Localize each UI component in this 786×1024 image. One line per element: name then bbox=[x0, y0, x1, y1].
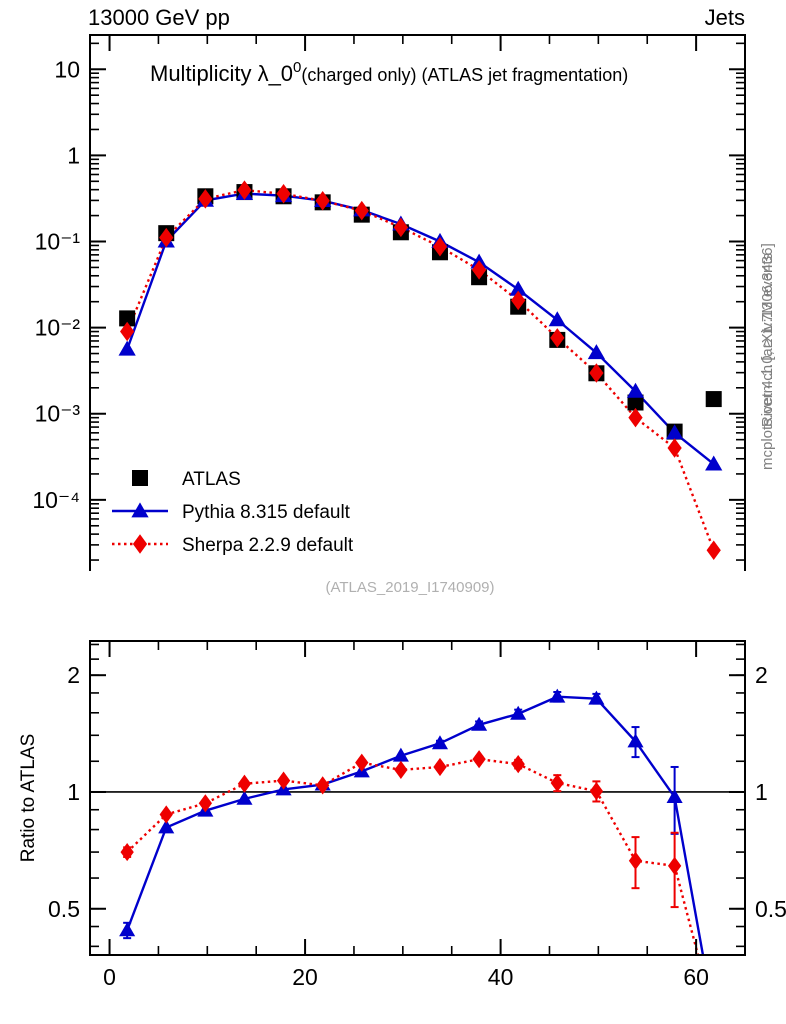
diamond-marker bbox=[132, 534, 148, 554]
diamond-marker bbox=[628, 407, 643, 428]
diamond-marker bbox=[433, 757, 447, 777]
diamond-marker bbox=[316, 776, 330, 795]
diamond-marker bbox=[432, 236, 448, 257]
triangle-marker bbox=[665, 424, 684, 440]
ratio-y-tick-label: 1 bbox=[67, 779, 80, 805]
main-data-series bbox=[118, 180, 723, 560]
diamond-marker bbox=[628, 851, 643, 870]
diamond-marker bbox=[667, 856, 682, 875]
diamond-marker bbox=[159, 805, 173, 824]
square-marker bbox=[627, 394, 644, 411]
triangle-marker bbox=[119, 922, 136, 937]
triangle-marker bbox=[549, 688, 566, 703]
diamond-marker bbox=[471, 260, 487, 280]
y-tick-label: 10⁻³ bbox=[35, 401, 81, 427]
diamond-marker bbox=[511, 754, 525, 774]
ratio-axis-ticks: 2 2 1 1 0.5 0.5 bbox=[48, 643, 786, 948]
ratio-clip-bottom bbox=[0, 956, 786, 1024]
x-tick-label: 20 bbox=[292, 964, 318, 990]
series-line-diamond bbox=[126, 188, 715, 551]
triangle-marker bbox=[548, 311, 566, 327]
square-marker bbox=[119, 310, 136, 327]
y-tick-label: 10⁻¹ bbox=[35, 229, 81, 255]
triangle-marker bbox=[118, 340, 136, 356]
y-tick-label: 10⁻² bbox=[35, 315, 81, 341]
legend-label: ATLAS bbox=[182, 469, 241, 490]
ratio-panel-frame bbox=[89, 640, 746, 956]
diamond-marker bbox=[159, 227, 174, 248]
ratio-y-axis-label: Ratio to ATLAS bbox=[18, 734, 39, 863]
diamond-marker bbox=[120, 321, 135, 342]
triangle-marker bbox=[392, 747, 409, 762]
diamond-marker bbox=[706, 540, 721, 560]
legend: ATLAS Pythia 8.315 default Sherpa 2.2.9 de… bbox=[112, 469, 354, 556]
plot-title: Multiplicity λ_00(charged only) (ATLAS j… bbox=[150, 59, 628, 86]
x-tick-label: 40 bbox=[488, 964, 514, 990]
diamond-marker bbox=[276, 184, 291, 204]
rivet-version-caption: Rivet 4.1.0, ≥ 1.7M events bbox=[759, 253, 776, 427]
triangle-marker bbox=[236, 790, 253, 805]
diamond-marker bbox=[237, 180, 252, 200]
y-tick-label: 1 bbox=[67, 142, 80, 168]
legend-label: Pythia 8.315 default bbox=[182, 502, 351, 523]
diamond-marker bbox=[120, 842, 134, 862]
ratio-y-tick-label-right: 2 bbox=[755, 662, 768, 688]
analysis-id-watermark: (ATLAS_2019_I1740909) bbox=[325, 579, 494, 596]
triangle-marker bbox=[431, 735, 449, 750]
triangle-marker bbox=[705, 455, 723, 471]
y-tick-label: 10⁻⁴ bbox=[32, 487, 80, 513]
triangle-marker bbox=[510, 705, 527, 720]
ratio-frame-redraw bbox=[89, 640, 746, 956]
square-marker bbox=[705, 391, 722, 408]
diamond-marker bbox=[354, 200, 369, 221]
diamond-marker bbox=[315, 191, 330, 211]
y-tick-label: 10 bbox=[54, 56, 80, 82]
x-tick-label: 60 bbox=[683, 964, 709, 990]
triangle-marker bbox=[131, 502, 149, 518]
ratio-data-series bbox=[0, 571, 786, 1024]
square-marker bbox=[132, 470, 148, 486]
diamond-marker bbox=[237, 774, 252, 793]
diamond-marker bbox=[355, 753, 369, 772]
diamond-marker bbox=[472, 750, 486, 769]
diamond-marker bbox=[393, 217, 409, 238]
diamond-marker bbox=[550, 773, 564, 793]
triangle-marker bbox=[587, 344, 606, 360]
ratio-y-tick-label-right: 1 bbox=[755, 779, 768, 805]
header-analysis-type: Jets bbox=[705, 5, 745, 30]
diamond-marker bbox=[589, 782, 604, 801]
triangle-marker bbox=[588, 690, 605, 705]
triangle-marker bbox=[627, 733, 644, 748]
diamond-marker bbox=[276, 771, 291, 790]
diamond-marker bbox=[550, 328, 565, 348]
diamond-marker bbox=[394, 760, 408, 780]
triangle-marker bbox=[626, 382, 645, 398]
ratio-y-tick-label-right: 0.5 bbox=[755, 896, 786, 922]
diamond-marker bbox=[511, 290, 526, 311]
ratio-clip-top bbox=[0, 571, 786, 640]
legend-label: Sherpa 2.2.9 default bbox=[182, 535, 354, 556]
triangle-marker bbox=[666, 789, 683, 804]
diamond-marker bbox=[198, 794, 213, 813]
triangle-marker bbox=[509, 280, 527, 296]
diamond-marker bbox=[198, 189, 213, 209]
ratio-series-line-triangle bbox=[126, 695, 715, 1016]
triangle-marker bbox=[471, 716, 488, 731]
diamond-marker bbox=[667, 438, 682, 458]
header-beam-energy: 13000 GeV pp bbox=[88, 5, 230, 30]
x-axis-ticks: 0 20 40 60 bbox=[103, 641, 709, 990]
ratio-y-tick-label: 0.5 bbox=[48, 896, 80, 922]
diamond-marker bbox=[589, 363, 604, 383]
triangle-marker bbox=[158, 819, 175, 834]
x-tick-label: 0 bbox=[103, 964, 116, 990]
mcplots-reference-caption: mcplots.cern.ch [arXiv:1306.3436] bbox=[759, 243, 776, 470]
series-line-triangle bbox=[126, 192, 715, 466]
ratio-y-tick-label: 2 bbox=[67, 662, 80, 688]
